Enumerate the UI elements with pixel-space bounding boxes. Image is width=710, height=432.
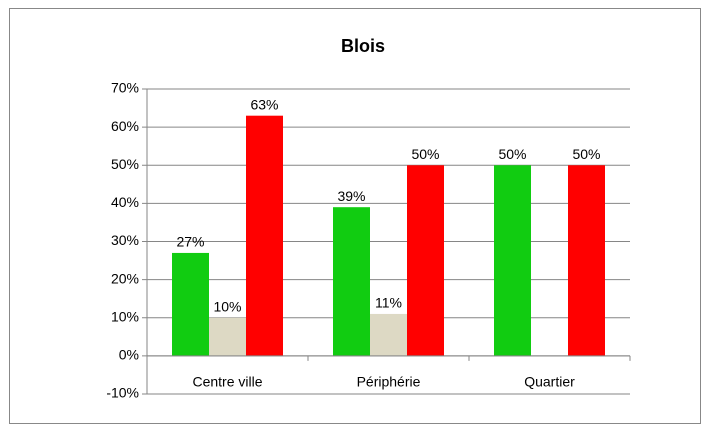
y-tick-label: 70%: [111, 80, 139, 96]
y-tick-label: 50%: [111, 156, 139, 172]
bar: [172, 252, 209, 356]
data-label: 27%: [176, 234, 204, 250]
y-tick-label: 20%: [111, 270, 139, 286]
x-tick-label: Centre ville: [192, 374, 262, 390]
bar: [494, 165, 531, 356]
bar: [407, 165, 444, 356]
y-tick-label: -10%: [106, 385, 139, 401]
bar: [370, 313, 407, 356]
bar: [209, 317, 246, 356]
y-tick-label: 60%: [111, 118, 139, 134]
bar: [568, 165, 605, 356]
y-tick-label: 10%: [111, 308, 139, 324]
bar: [246, 115, 283, 356]
x-tick-label: Périphérie: [357, 374, 421, 390]
data-label: 10%: [213, 298, 241, 314]
data-label: 50%: [411, 146, 439, 162]
data-label: 11%: [375, 295, 402, 311]
data-label: 63%: [250, 96, 278, 112]
data-label: 50%: [572, 146, 600, 162]
data-label: 50%: [498, 146, 526, 162]
bar: [333, 207, 370, 356]
y-tick-label: 30%: [111, 232, 139, 248]
data-label: 39%: [337, 188, 365, 204]
x-tick-label: Quartier: [524, 374, 575, 390]
y-tick-label: 40%: [111, 194, 139, 210]
chart-title: Blois: [341, 36, 385, 56]
y-tick-label: 0%: [119, 347, 139, 363]
